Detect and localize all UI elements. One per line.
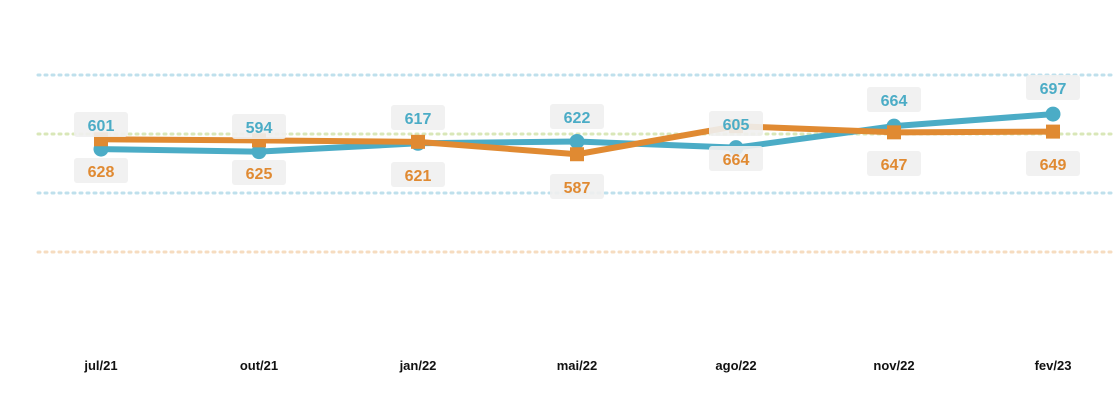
- x-tick-label: jan/22: [399, 358, 437, 373]
- data-label-bg: [867, 151, 921, 176]
- series-2-point: [570, 147, 584, 162]
- data-label-bg: [1026, 151, 1080, 176]
- x-tick-label: nov/22: [873, 358, 914, 373]
- data-label-series-1: 605: [723, 117, 750, 134]
- data-label-bg: [709, 146, 763, 171]
- data-label-series-2: 625: [246, 166, 273, 183]
- data-label-bg: [709, 111, 763, 136]
- x-tick-label: out/21: [240, 358, 278, 373]
- x-tick-label: ago/22: [715, 358, 756, 373]
- data-label-bg: [1026, 75, 1080, 100]
- x-axis-ticks: jul/21 out/21 jan/22 mai/22 ago/22 nov/22 fev/…: [83, 358, 1071, 373]
- data-label-bg: [74, 112, 128, 137]
- data-label-bg: [867, 87, 921, 112]
- data-label-series-2: 621: [405, 168, 432, 185]
- data-label-series-1: 601: [88, 118, 115, 135]
- data-label-series-2: 587: [564, 180, 591, 197]
- data-label-bg: [232, 114, 286, 139]
- data-label-bg: [391, 105, 445, 130]
- data-label-bg: [74, 158, 128, 183]
- series-2-point: [887, 125, 901, 140]
- series-1-point: [251, 144, 267, 160]
- x-tick-label: mai/22: [557, 358, 597, 373]
- data-label-bg: [550, 104, 604, 129]
- x-tick-label: jul/21: [83, 358, 117, 373]
- series-2-point: [411, 134, 425, 149]
- series-1-point: [569, 133, 585, 149]
- data-label-series-2: 628: [88, 164, 115, 181]
- data-label-series-1: 664: [881, 93, 908, 110]
- series-lines: [93, 106, 1061, 162]
- data-label-series-2: 649: [1040, 157, 1067, 174]
- series-2-point: [1046, 124, 1060, 139]
- data-label-bg: [550, 174, 604, 199]
- data-label-series-1: 622: [564, 110, 591, 127]
- data-label-series-2: 664: [723, 152, 750, 169]
- data-label-bg: [232, 160, 286, 185]
- data-labels: 601 594 617 622 605 664 697 628 625 621 587 664 647 6…: [74, 75, 1080, 199]
- x-tick-label: fev/23: [1035, 358, 1072, 373]
- data-label-series-1: 617: [405, 111, 432, 128]
- gridlines: [36, 73, 1115, 254]
- data-label-series-1: 697: [1040, 81, 1067, 98]
- data-label-series-2: 647: [881, 157, 908, 174]
- series-1-point: [1045, 106, 1061, 122]
- data-label-series-1: 594: [246, 120, 273, 137]
- data-label-bg: [391, 162, 445, 187]
